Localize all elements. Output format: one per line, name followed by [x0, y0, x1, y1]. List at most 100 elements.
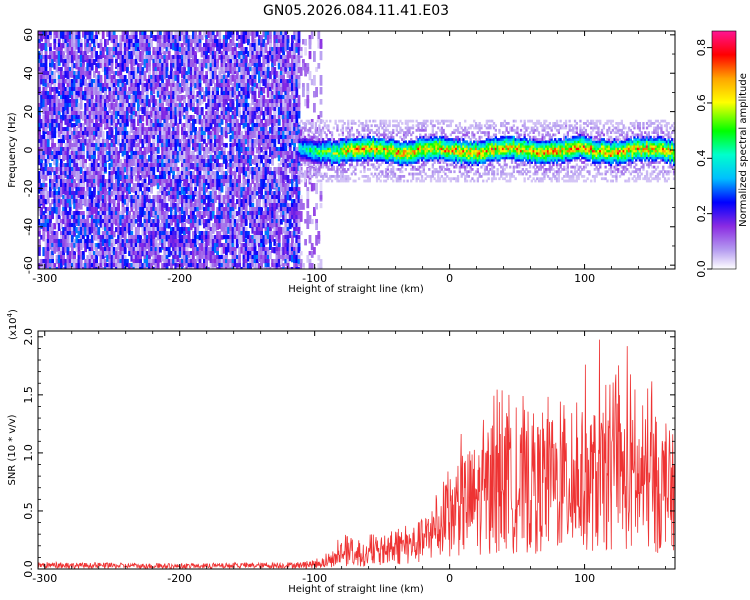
spectrogram-cell — [266, 215, 270, 221]
spectrogram-cell — [55, 163, 59, 168]
spectrogram-cell — [134, 127, 138, 135]
spectrogram-cell — [66, 107, 70, 115]
spectrogram-cell — [99, 43, 103, 50]
spectrogram-cell — [44, 183, 48, 188]
spectrogram-cell — [49, 43, 52, 51]
spectrogram-cell — [280, 211, 283, 218]
spectrogram-cell — [260, 91, 263, 97]
spectrogram-cell — [77, 91, 81, 96]
spectrogram-cell — [198, 115, 202, 119]
spectrogram-cell — [108, 79, 112, 88]
spectrogram-cell — [99, 175, 103, 182]
spectrogram-cell — [137, 87, 140, 97]
spectrogram-cell — [269, 115, 272, 125]
spectrogram-cell — [209, 43, 213, 48]
spectrogram-cell — [174, 95, 178, 107]
spectrogram-cell — [108, 103, 112, 114]
spectrogram-cell — [130, 139, 134, 147]
spectrogram-cell — [150, 251, 153, 257]
spectrogram-cell — [128, 95, 131, 100]
spectrogram-cell — [227, 219, 230, 225]
spectrogram-cell — [159, 103, 162, 109]
spectrogram-cell — [198, 183, 202, 190]
spectrogram-cell — [176, 167, 180, 172]
spectrogram-cell — [242, 139, 246, 147]
spectrogram-cell — [108, 31, 112, 41]
spectrogram-cell — [172, 243, 175, 251]
spectrogram-cell — [203, 163, 206, 169]
spectrogram-cell — [284, 219, 288, 225]
spectrogram-cell — [152, 51, 156, 58]
spectrogram-cell — [139, 267, 142, 269]
spectrogram-cell — [205, 195, 208, 200]
spectrogram-cell — [196, 47, 200, 53]
spectrogram-cell — [227, 95, 230, 101]
spectrogram-cell — [55, 119, 59, 124]
spectrogram-cell — [273, 147, 277, 155]
spectrogram-cell — [73, 71, 76, 77]
spectrogram-cell — [247, 67, 250, 77]
spectrogram-cell — [104, 187, 107, 195]
spectrogram-cell — [121, 35, 125, 42]
spectrogram-cell — [176, 43, 180, 55]
spectrogram-cell — [209, 123, 213, 130]
spectrogram-cell — [214, 159, 217, 165]
spectrogram-cell — [200, 263, 204, 269]
spectrogram-cell — [117, 151, 120, 156]
spectrogram-cell — [194, 163, 197, 168]
spectrogram-cell — [211, 59, 215, 65]
spectrogram-cell — [60, 115, 63, 120]
spectrogram-cell — [156, 259, 160, 269]
spectrogram-cell — [286, 71, 290, 78]
spectrogram-cell — [181, 215, 184, 223]
spectrogram-cell — [71, 135, 74, 141]
spectrogram-cell — [181, 43, 184, 50]
spectrogram-cell — [183, 259, 186, 266]
spectrogram-cell — [247, 103, 250, 110]
spectrogram-cell — [161, 75, 164, 83]
spectrogram-cell — [181, 163, 184, 171]
spectrogram-cell — [77, 119, 81, 126]
spectrogram-cell — [57, 67, 61, 75]
spectrogram-cell — [90, 243, 94, 248]
spectrogram-cell — [178, 155, 182, 162]
spectrogram-cell — [95, 219, 98, 230]
spectrogram-cell — [86, 191, 90, 197]
spectrogram-cell — [152, 63, 156, 68]
spectrogram-cell — [172, 163, 175, 171]
spectrogram-cell — [137, 211, 140, 217]
spectrogram-cell — [205, 239, 208, 250]
spectrogram-cell — [214, 195, 217, 203]
spectrogram-cell — [277, 107, 281, 119]
spectrogram-cell — [176, 263, 180, 269]
spectrogram-cell — [101, 259, 105, 267]
spectrogram-cell — [176, 251, 180, 258]
spectrogram-cell — [53, 63, 57, 70]
spectrogram-cell — [97, 251, 101, 257]
spectrogram-cell — [211, 191, 215, 199]
spectrogram-cell — [112, 251, 116, 257]
spectrogram-cell — [82, 267, 85, 269]
spectrogram-cell — [68, 35, 72, 40]
spectrogram-cell — [75, 135, 79, 142]
spectrogram-cell — [176, 255, 180, 262]
spectrogram-cell — [183, 255, 186, 261]
spectrogram-cell — [251, 243, 255, 248]
spectrogram-cell — [255, 171, 259, 176]
spectrogram-cell — [95, 207, 98, 218]
spectrogram-cell — [86, 151, 90, 159]
spectrogram-cell — [150, 187, 153, 194]
spectrogram-cell — [159, 155, 162, 160]
spectrogram-cell — [231, 143, 235, 148]
spectrogram-cell — [282, 95, 285, 101]
spectrogram-cell — [121, 247, 125, 252]
spectrogram-cell — [108, 71, 112, 80]
spectrogram-cell — [57, 91, 61, 96]
spectrogram-cell — [187, 191, 191, 196]
spectrogram-cell — [172, 143, 175, 151]
spectrogram-cell — [104, 155, 107, 164]
spectrogram-cell — [159, 43, 162, 50]
spectrogram-cell — [264, 151, 268, 156]
spectrogram-cell — [227, 223, 230, 229]
spectrogram-cell — [211, 239, 215, 244]
